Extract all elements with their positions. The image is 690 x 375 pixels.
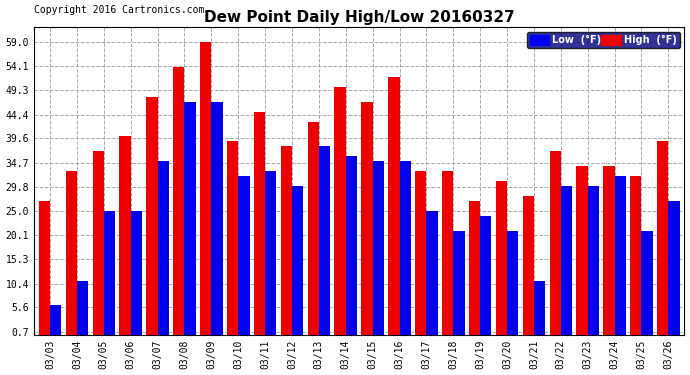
Bar [227, 141, 238, 335]
Bar [308, 122, 319, 335]
Bar [469, 201, 480, 335]
Bar [362, 102, 373, 335]
Bar [130, 211, 142, 335]
Bar [549, 152, 561, 335]
Bar [373, 161, 384, 335]
Bar [335, 87, 346, 335]
Bar [576, 166, 588, 335]
Bar [426, 211, 437, 335]
Text: Copyright 2016 Cartronics.com: Copyright 2016 Cartronics.com [34, 5, 204, 15]
Bar [146, 97, 157, 335]
Bar [669, 201, 680, 335]
Bar [522, 196, 534, 335]
Bar [184, 102, 196, 335]
Bar [603, 166, 615, 335]
Title: Dew Point Daily High/Low 20160327: Dew Point Daily High/Low 20160327 [204, 9, 515, 24]
Bar [630, 176, 642, 335]
Bar [453, 231, 464, 335]
Bar [254, 112, 265, 335]
Bar [39, 201, 50, 335]
Bar [50, 305, 61, 335]
Bar [415, 171, 426, 335]
Bar [77, 280, 88, 335]
Bar [200, 42, 211, 335]
Bar [657, 141, 669, 335]
Bar [66, 171, 77, 335]
Bar [281, 146, 292, 335]
Bar [211, 102, 223, 335]
Bar [442, 171, 453, 335]
Bar [507, 231, 518, 335]
Bar [495, 181, 507, 335]
Bar [534, 280, 545, 335]
Bar [265, 171, 277, 335]
Bar [480, 216, 491, 335]
Bar [615, 176, 626, 335]
Bar [292, 186, 304, 335]
Bar [346, 156, 357, 335]
Bar [157, 161, 169, 335]
Bar [92, 152, 104, 335]
Bar [104, 211, 115, 335]
Bar [561, 186, 572, 335]
Bar [119, 136, 130, 335]
Bar [642, 231, 653, 335]
Bar [238, 176, 250, 335]
Bar [319, 146, 330, 335]
Legend: Low  (°F), High  (°F): Low (°F), High (°F) [527, 32, 680, 48]
Bar [400, 161, 411, 335]
Bar [588, 186, 599, 335]
Bar [388, 77, 400, 335]
Bar [173, 67, 184, 335]
